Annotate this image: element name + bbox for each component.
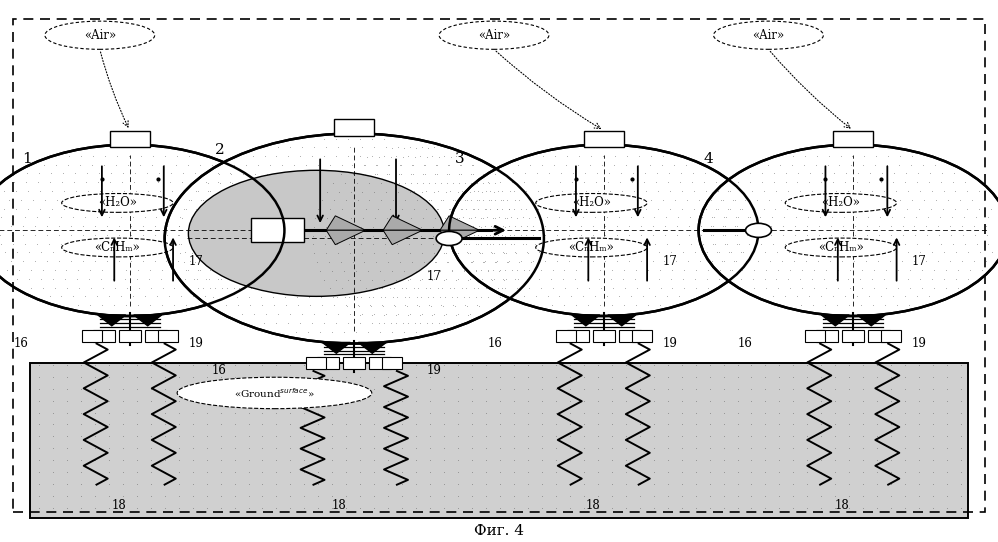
Circle shape: [436, 231, 462, 246]
Text: 18: 18: [111, 500, 126, 513]
Text: «CₙHₘ»: «CₙHₘ»: [569, 241, 615, 254]
Polygon shape: [134, 315, 162, 326]
Ellipse shape: [45, 21, 155, 49]
Ellipse shape: [62, 238, 173, 257]
Polygon shape: [98, 315, 126, 326]
Ellipse shape: [536, 193, 647, 212]
Ellipse shape: [699, 145, 998, 316]
Text: 19: 19: [912, 337, 927, 350]
Bar: [816, 330, 838, 341]
Bar: [145, 330, 167, 341]
Ellipse shape: [189, 170, 444, 296]
Bar: [334, 119, 374, 136]
Bar: [619, 330, 641, 341]
Bar: [82, 330, 102, 341]
Text: «CₙHₘ»: «CₙHₘ»: [818, 241, 864, 254]
Text: 16: 16: [738, 337, 752, 350]
Bar: [30, 363, 968, 518]
Bar: [881, 330, 901, 341]
Text: 17: 17: [426, 270, 441, 283]
Text: 19: 19: [663, 337, 678, 350]
Polygon shape: [322, 343, 350, 353]
Bar: [805, 330, 825, 341]
Text: Фиг. 4: Фиг. 4: [474, 524, 524, 538]
Bar: [369, 357, 391, 369]
Text: 17: 17: [912, 255, 927, 268]
Text: 19: 19: [189, 337, 204, 350]
Bar: [833, 131, 873, 147]
Text: 18: 18: [834, 500, 849, 513]
Text: «Air»: «Air»: [478, 29, 510, 42]
Ellipse shape: [449, 145, 758, 316]
Ellipse shape: [714, 21, 823, 49]
Ellipse shape: [785, 193, 896, 212]
Bar: [632, 330, 652, 341]
Bar: [584, 131, 624, 147]
Text: 1: 1: [22, 152, 32, 166]
Text: 4: 4: [704, 152, 714, 166]
Text: «H₂O»: «H₂O»: [98, 196, 137, 209]
Bar: [868, 330, 890, 341]
Bar: [556, 330, 576, 341]
Text: 19: 19: [426, 364, 441, 377]
Text: «H₂O»: «H₂O»: [572, 196, 611, 209]
Text: «Air»: «Air»: [752, 29, 784, 42]
Bar: [119, 330, 141, 341]
Bar: [382, 357, 402, 369]
Text: 17: 17: [189, 255, 204, 268]
Polygon shape: [608, 315, 636, 326]
Polygon shape: [358, 343, 386, 353]
Bar: [306, 357, 326, 369]
Ellipse shape: [0, 145, 284, 316]
Bar: [842, 330, 864, 341]
Bar: [317, 357, 339, 369]
Text: 18: 18: [331, 500, 346, 513]
Polygon shape: [572, 315, 600, 326]
Polygon shape: [857, 315, 885, 326]
Text: «Ground$^{surface}$»: «Ground$^{surface}$»: [235, 386, 314, 400]
Polygon shape: [383, 230, 422, 244]
Polygon shape: [326, 216, 365, 230]
Ellipse shape: [62, 193, 173, 212]
Text: 16: 16: [488, 337, 503, 350]
Text: 16: 16: [14, 337, 29, 350]
Polygon shape: [821, 315, 849, 326]
Text: 17: 17: [663, 255, 678, 268]
Text: 3: 3: [455, 152, 465, 166]
Circle shape: [746, 223, 771, 237]
Text: 18: 18: [585, 500, 600, 513]
Text: «H₂O»: «H₂O»: [821, 196, 860, 209]
Text: 2: 2: [215, 144, 225, 158]
Polygon shape: [326, 230, 365, 244]
Polygon shape: [440, 230, 479, 244]
Polygon shape: [440, 216, 479, 230]
Bar: [93, 330, 115, 341]
Ellipse shape: [785, 238, 896, 257]
Text: 16: 16: [212, 364, 227, 377]
Bar: [158, 330, 178, 341]
Ellipse shape: [439, 21, 549, 49]
Ellipse shape: [178, 377, 372, 409]
Bar: [593, 330, 615, 341]
Bar: [250, 218, 303, 242]
Polygon shape: [383, 216, 422, 230]
Text: «CₙHₘ»: «CₙHₘ»: [95, 241, 141, 254]
Ellipse shape: [536, 238, 647, 257]
Bar: [567, 330, 589, 341]
Text: «Air»: «Air»: [84, 29, 116, 42]
Bar: [110, 131, 150, 147]
Bar: [343, 357, 365, 369]
Ellipse shape: [165, 133, 544, 344]
